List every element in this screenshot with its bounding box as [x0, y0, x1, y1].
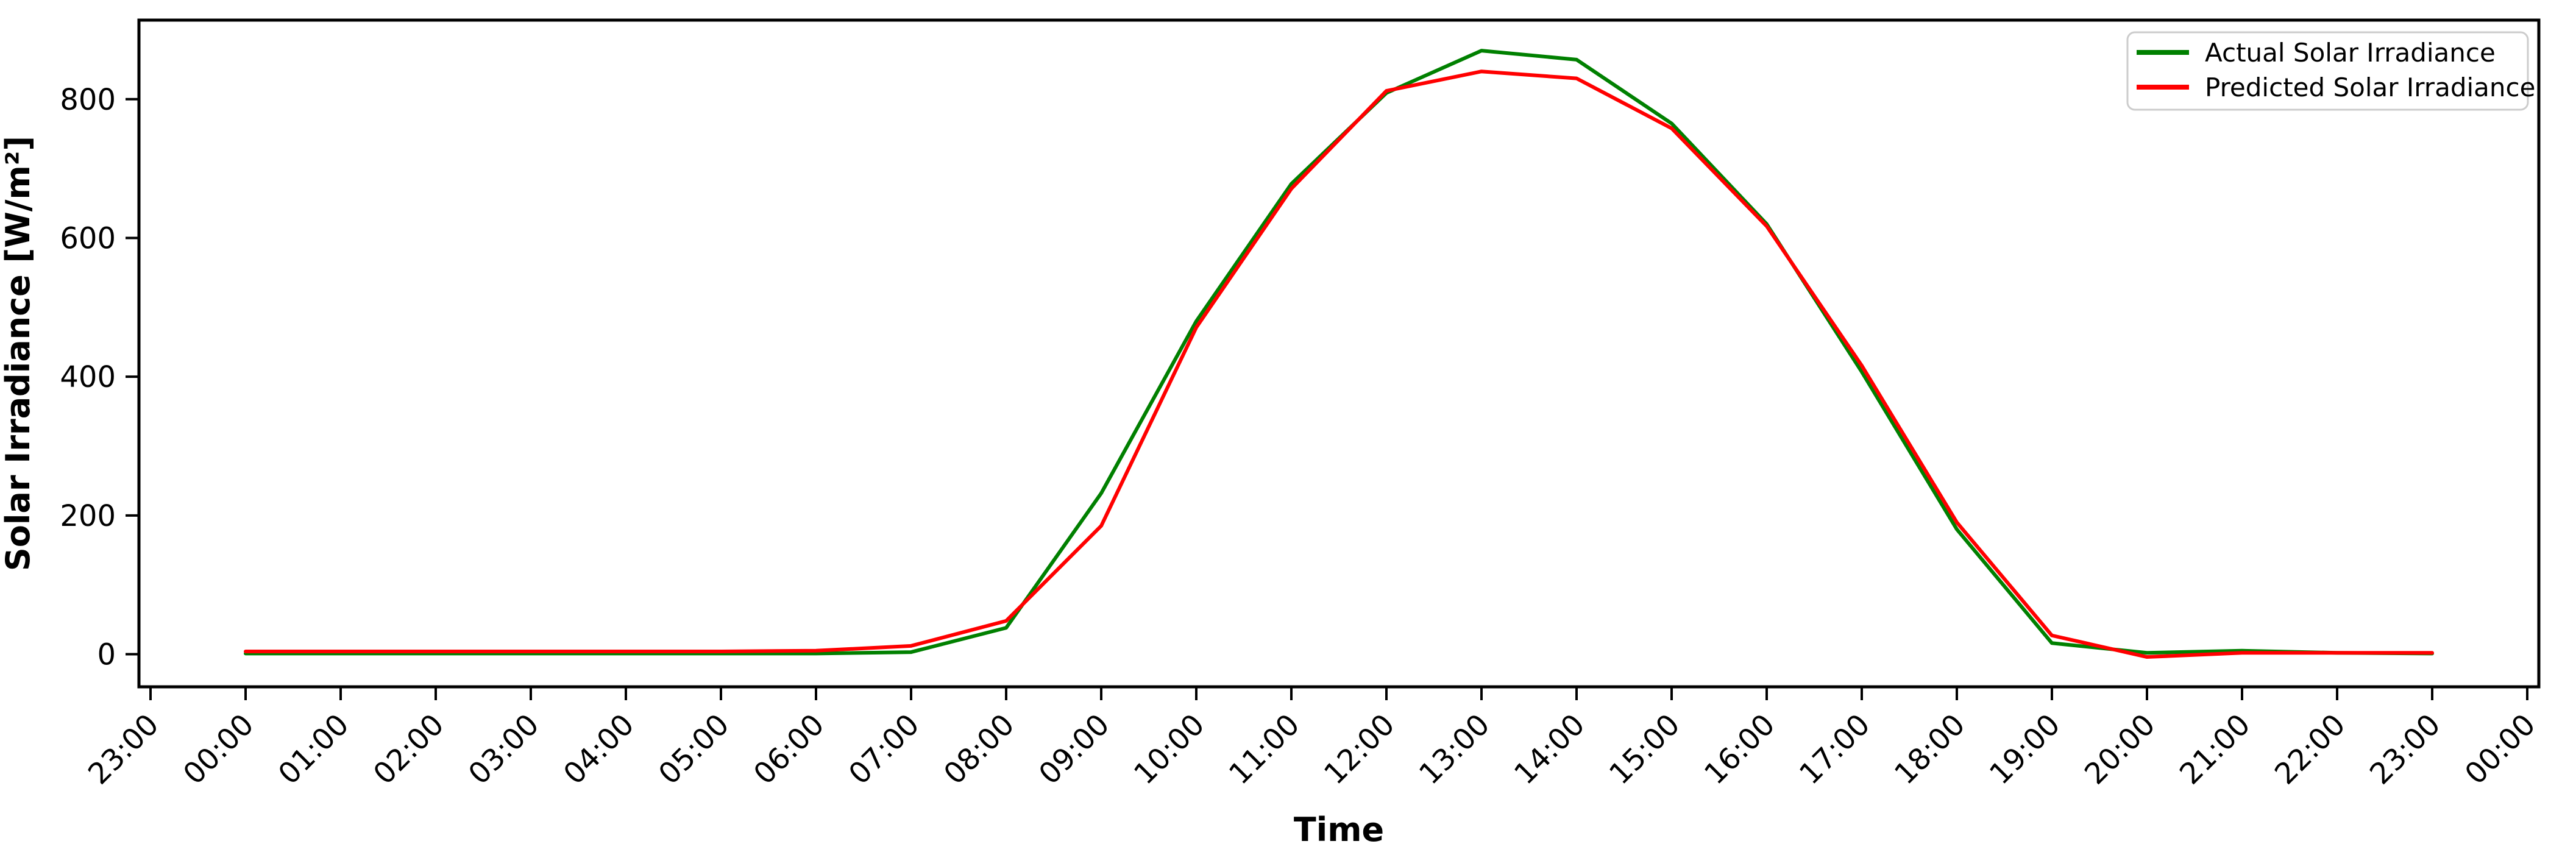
x-tick-label: 21:00	[2173, 708, 2257, 791]
x-tick-label: 23:00	[82, 708, 165, 791]
x-tick-label: 09:00	[1032, 708, 1116, 791]
x-tick-label: 23:00	[2363, 708, 2447, 791]
series-lines	[244, 49, 2434, 659]
x-tick-label: 13:00	[1413, 708, 1496, 791]
y-tick-label: 200	[60, 499, 116, 533]
x-tick-label: 18:00	[1888, 708, 1971, 791]
legend-label-actual: Actual Solar Irradiance	[2205, 38, 2496, 68]
x-tick-label: 00:00	[177, 708, 260, 791]
x-tick-label: 11:00	[1222, 708, 1306, 791]
x-tick-label: 19:00	[1983, 708, 2067, 791]
legend-box	[2126, 31, 2529, 111]
x-tick-label: 08:00	[937, 708, 1021, 791]
series-line-predicted	[244, 69, 2434, 659]
x-tick-label: 04:00	[557, 708, 640, 791]
x-axis-ticks: 23:00 00:00 01:00 02:00 03:00 04:00 05:00 06:00…	[82, 687, 2542, 791]
x-tick-label: 02:00	[367, 708, 450, 791]
plot-border	[137, 18, 2541, 689]
x-tick-label: 06:00	[747, 708, 831, 791]
x-tick-label: 12:00	[1318, 708, 1401, 791]
y-axis-label: Solar Irradiance [W/m²]	[0, 136, 37, 571]
y-tick-label: 400	[60, 360, 116, 394]
x-tick-label: 22:00	[2268, 708, 2352, 791]
x-tick-label: 03:00	[462, 708, 545, 791]
x-tick-label: 07:00	[842, 708, 926, 791]
x-tick-label: 05:00	[652, 708, 736, 791]
x-tick-label: 17:00	[1793, 708, 1876, 791]
x-tick-label: 00:00	[2458, 708, 2542, 791]
legend-label-predicted: Predicted Solar Irradiance	[2205, 73, 2535, 102]
y-tick-label: 0	[97, 637, 116, 672]
x-tick-label: 10:00	[1127, 708, 1211, 791]
x-tick-label: 20:00	[2078, 708, 2162, 791]
x-tick-label: 16:00	[1698, 708, 1781, 791]
y-tick-label: 800	[60, 83, 116, 117]
y-tick-label: 600	[60, 221, 116, 255]
y-axis-ticks: 0 200 400 600 800	[60, 83, 139, 672]
legend: Actual Solar Irradiance Predicted Solar …	[2126, 31, 2535, 111]
x-tick-label: 01:00	[272, 708, 355, 791]
x-axis-label: Time	[1294, 811, 1384, 849]
x-tick-label: 15:00	[1603, 708, 1686, 791]
x-tick-label: 14:00	[1508, 708, 1591, 791]
